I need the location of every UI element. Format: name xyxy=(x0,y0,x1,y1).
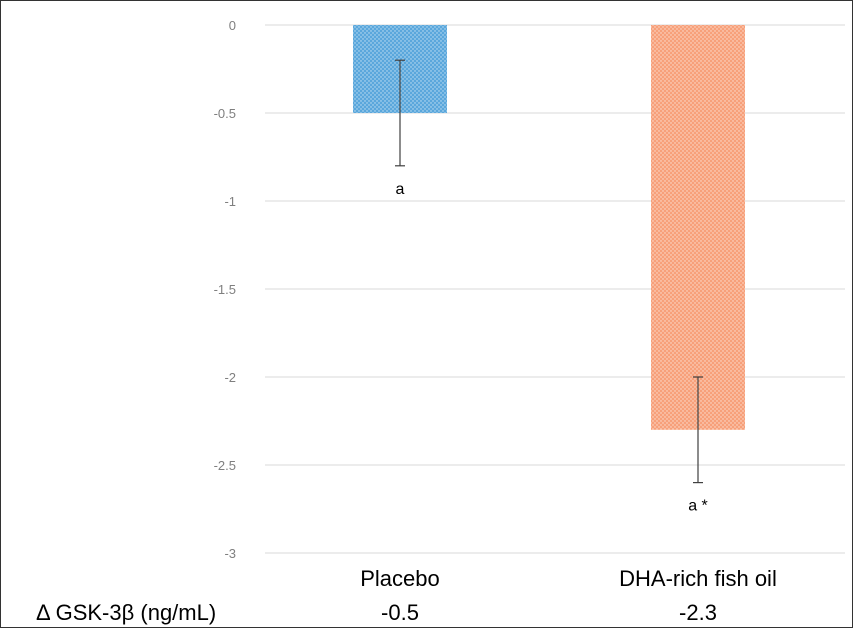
bar xyxy=(651,25,745,430)
table-value: -2.3 xyxy=(679,600,717,625)
error-bars xyxy=(395,59,703,484)
gridlines xyxy=(265,24,845,554)
y-tick-label: -2.5 xyxy=(214,458,236,473)
y-tick-label: -3 xyxy=(224,546,236,561)
table-value: -0.5 xyxy=(381,600,419,625)
category-label: DHA-rich fish oil xyxy=(619,566,777,591)
y-tick-label: -1.5 xyxy=(214,282,236,297)
y-tick-label: 0 xyxy=(229,18,236,33)
table-row-label: Δ GSK-3β (ng/mL) xyxy=(36,600,216,625)
labels: a Placebo -0.5 a * DHA-rich fish oil -2.3 Δ GS… xyxy=(36,181,777,625)
y-tick-label: -0.5 xyxy=(214,106,236,121)
category-label: Placebo xyxy=(360,566,440,591)
y-tick-label: -1 xyxy=(224,194,236,209)
y-axis: 0 -0.5 -1 -1.5 -2 -2.5 -3 xyxy=(214,18,236,561)
bars xyxy=(353,25,745,430)
significance-label: a xyxy=(396,181,405,198)
y-tick-label: -2 xyxy=(224,370,236,385)
significance-label: a * xyxy=(688,498,708,515)
